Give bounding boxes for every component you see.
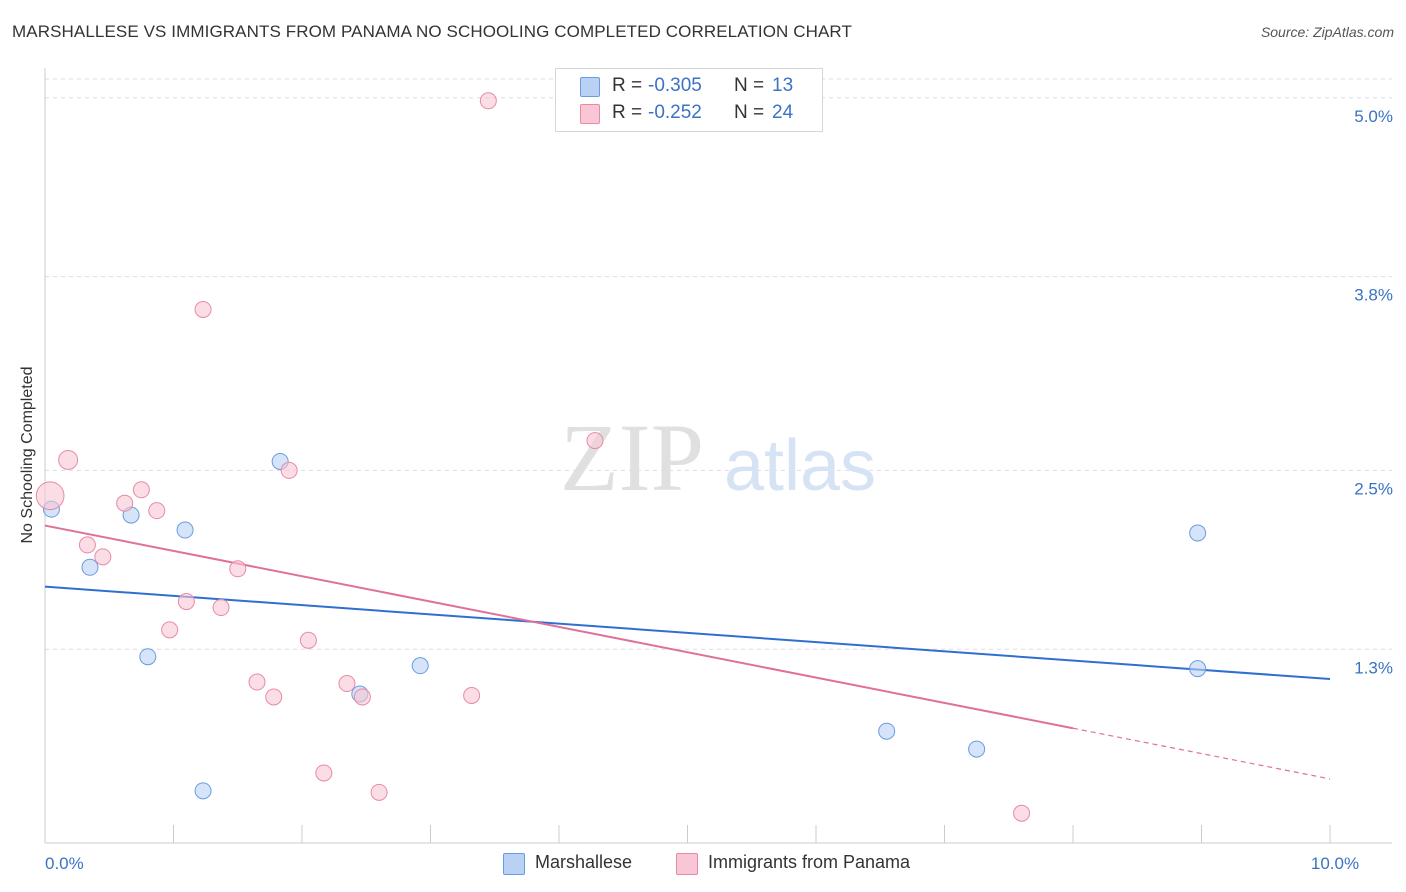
point-marshallese (1189, 660, 1207, 678)
watermark-zip: ZIP (560, 404, 704, 511)
legend-n-value: 24 (772, 102, 794, 123)
axes (44, 68, 1392, 844)
bottom-legend-swatch-marshallese (503, 853, 525, 875)
bottom-legend-label: Immigrants from Panama (708, 852, 911, 872)
point-panama (353, 688, 371, 706)
point-panama (586, 432, 604, 450)
point-panama (479, 92, 497, 110)
point-panama (132, 481, 150, 499)
point-panama (370, 783, 388, 801)
point-marshallese (1189, 524, 1207, 542)
point-panama (338, 675, 356, 693)
source-label: Source: ZipAtlas.com (1260, 24, 1394, 40)
point-marshallese (139, 648, 157, 666)
watermark: ZIP atlas (560, 404, 876, 511)
gridlines (45, 78, 1392, 650)
y-tick-label: 3.8% (1354, 286, 1393, 305)
correlation-legend: R = -0.305 N = 13 R = -0.252 N = 24 (555, 68, 823, 132)
trend-line-panama-extension (1072, 727, 1331, 780)
point-panama (177, 593, 195, 611)
point-panama (248, 673, 266, 691)
point-marshallese (878, 722, 896, 740)
trend-line-marshallese (44, 585, 1331, 681)
point-panama (35, 481, 65, 511)
point-panama (463, 686, 481, 704)
point-panama (194, 300, 212, 318)
point-panama (229, 560, 247, 578)
point-panama (148, 502, 166, 520)
bottom-legend-label: Marshallese (535, 852, 633, 872)
y-tick-label: 1.3% (1354, 658, 1393, 677)
point-panama (1013, 804, 1031, 822)
point-panama (315, 764, 333, 782)
point-panama (265, 688, 283, 706)
legend-n-value: 13 (772, 75, 794, 96)
y-tick-label: 5.0% (1354, 107, 1393, 126)
point-panama (78, 536, 96, 554)
legend-swatch-marshallese (580, 77, 600, 97)
point-marshallese (411, 657, 429, 675)
point-marshallese (968, 740, 986, 758)
bottom-legend-swatch-panama (676, 853, 698, 875)
legend-swatch-panama (580, 104, 600, 124)
point-panama (116, 494, 134, 512)
watermark-atlas: atlas (724, 426, 876, 506)
legend-r-label: R = (612, 102, 643, 123)
chart-title: MARSHALLESE VS IMMIGRANTS FROM PANAMA NO… (12, 22, 852, 41)
point-panama (161, 621, 179, 639)
trend-lines (44, 524, 1331, 780)
legend-n-label: N = (734, 102, 765, 123)
point-panama (212, 599, 230, 617)
data-points (35, 92, 1207, 822)
tick-labels: 1.3% 2.5% 3.8% 5.0% 0.0% 10.0% (45, 107, 1393, 873)
point-panama (299, 631, 317, 649)
x-tick-label: 10.0% (1311, 854, 1359, 873)
legend-n-label: N = (734, 75, 765, 96)
point-marshallese (81, 558, 99, 576)
point-marshallese (176, 521, 194, 539)
legend-r-value: -0.252 (648, 102, 702, 123)
point-marshallese (194, 782, 212, 800)
trend-line-panama (44, 524, 1074, 730)
legend-r-label: R = (612, 75, 643, 96)
legend-r-value: -0.305 (648, 75, 702, 96)
y-tick-label: 2.5% (1354, 479, 1393, 498)
point-panama (280, 461, 298, 479)
point-panama (58, 450, 79, 470)
x-tick-label: 0.0% (45, 854, 84, 873)
point-panama (94, 548, 112, 566)
